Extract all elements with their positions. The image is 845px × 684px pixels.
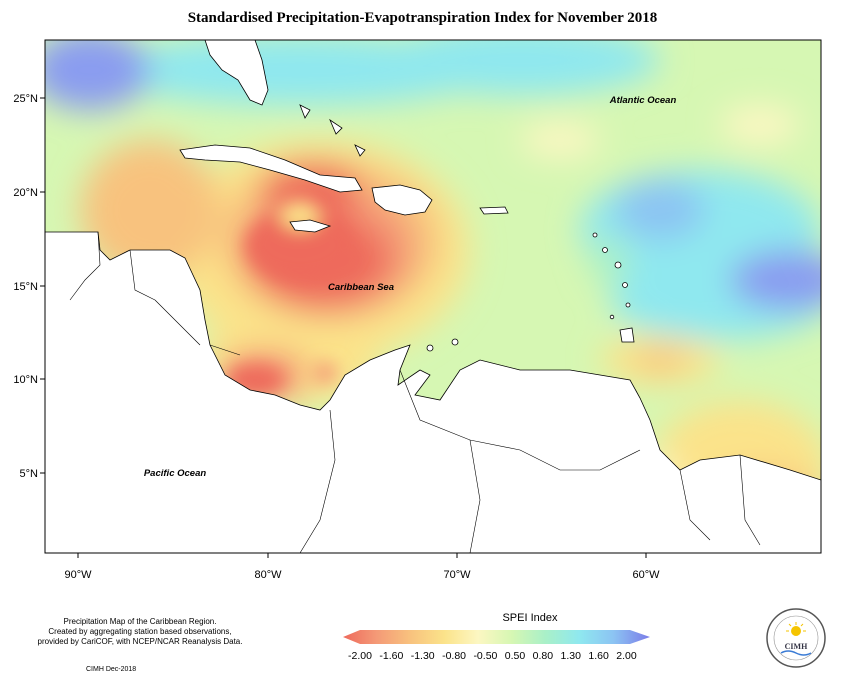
lon-label-90w: 90°W	[64, 569, 92, 581]
lon-label-80w: 80°W	[254, 569, 282, 581]
lat-label-5n: 5°N	[20, 468, 39, 480]
caribbean-sea-label: Caribbean Sea	[328, 282, 394, 293]
lat-label-20n: 20°N	[13, 187, 38, 199]
credits: Precipitation Map of the Caribbean Regio…	[20, 617, 260, 647]
pacific-ocean-label: Pacific Ocean	[144, 468, 207, 479]
spei-field	[45, 40, 821, 553]
landmasses	[45, 40, 821, 553]
legend-tick: -2.00	[348, 650, 372, 662]
lat-label-25n: 25°N	[13, 93, 38, 105]
legend-ticks: -2.00 -1.60 -1.30 -0.80 -0.50 0.50 0.80 …	[348, 650, 641, 662]
atlantic-ocean-label: Atlantic Ocean	[609, 95, 677, 106]
legend-tick: -1.30	[410, 650, 435, 662]
borders	[69, 231, 761, 553]
logo-text: CIMH	[785, 642, 808, 651]
legend-tick: 1.30	[560, 650, 581, 662]
credits-line-3: provided by CariCOF, with NCEP/NCAR Rean…	[37, 637, 243, 646]
cimh-logo: CIMH	[766, 608, 826, 668]
legend-tick: -0.50	[473, 650, 498, 662]
legend-tick: 0.50	[504, 650, 526, 662]
credits-line-1: Precipitation Map of the Caribbean Regio…	[63, 617, 217, 626]
wave-icon	[780, 650, 812, 656]
legend-tick: 2.00	[616, 650, 637, 662]
lon-label-60w: 60°W	[632, 569, 660, 581]
credits-line-2: Created by aggregating station based obs…	[48, 627, 232, 636]
legend-tick: -1.60	[379, 650, 404, 662]
lon-label-70w: 70°W	[443, 569, 471, 581]
map-frame	[44, 39, 822, 554]
lat-label-10n: 10°N	[13, 374, 38, 386]
lat-label-15n: 15°N	[13, 281, 38, 293]
credits-stamp: CIMH Dec-2018	[86, 666, 137, 673]
legend-bar	[343, 630, 650, 644]
legend-title: SPEI Index	[502, 612, 558, 624]
legend-tick: 1.60	[588, 650, 609, 662]
legend-tick: 0.80	[532, 650, 554, 662]
map-title: Standardised Precipitation-Evapotranspir…	[187, 10, 658, 26]
legend-tick: -0.80	[442, 650, 467, 662]
sun-icon	[786, 622, 806, 636]
